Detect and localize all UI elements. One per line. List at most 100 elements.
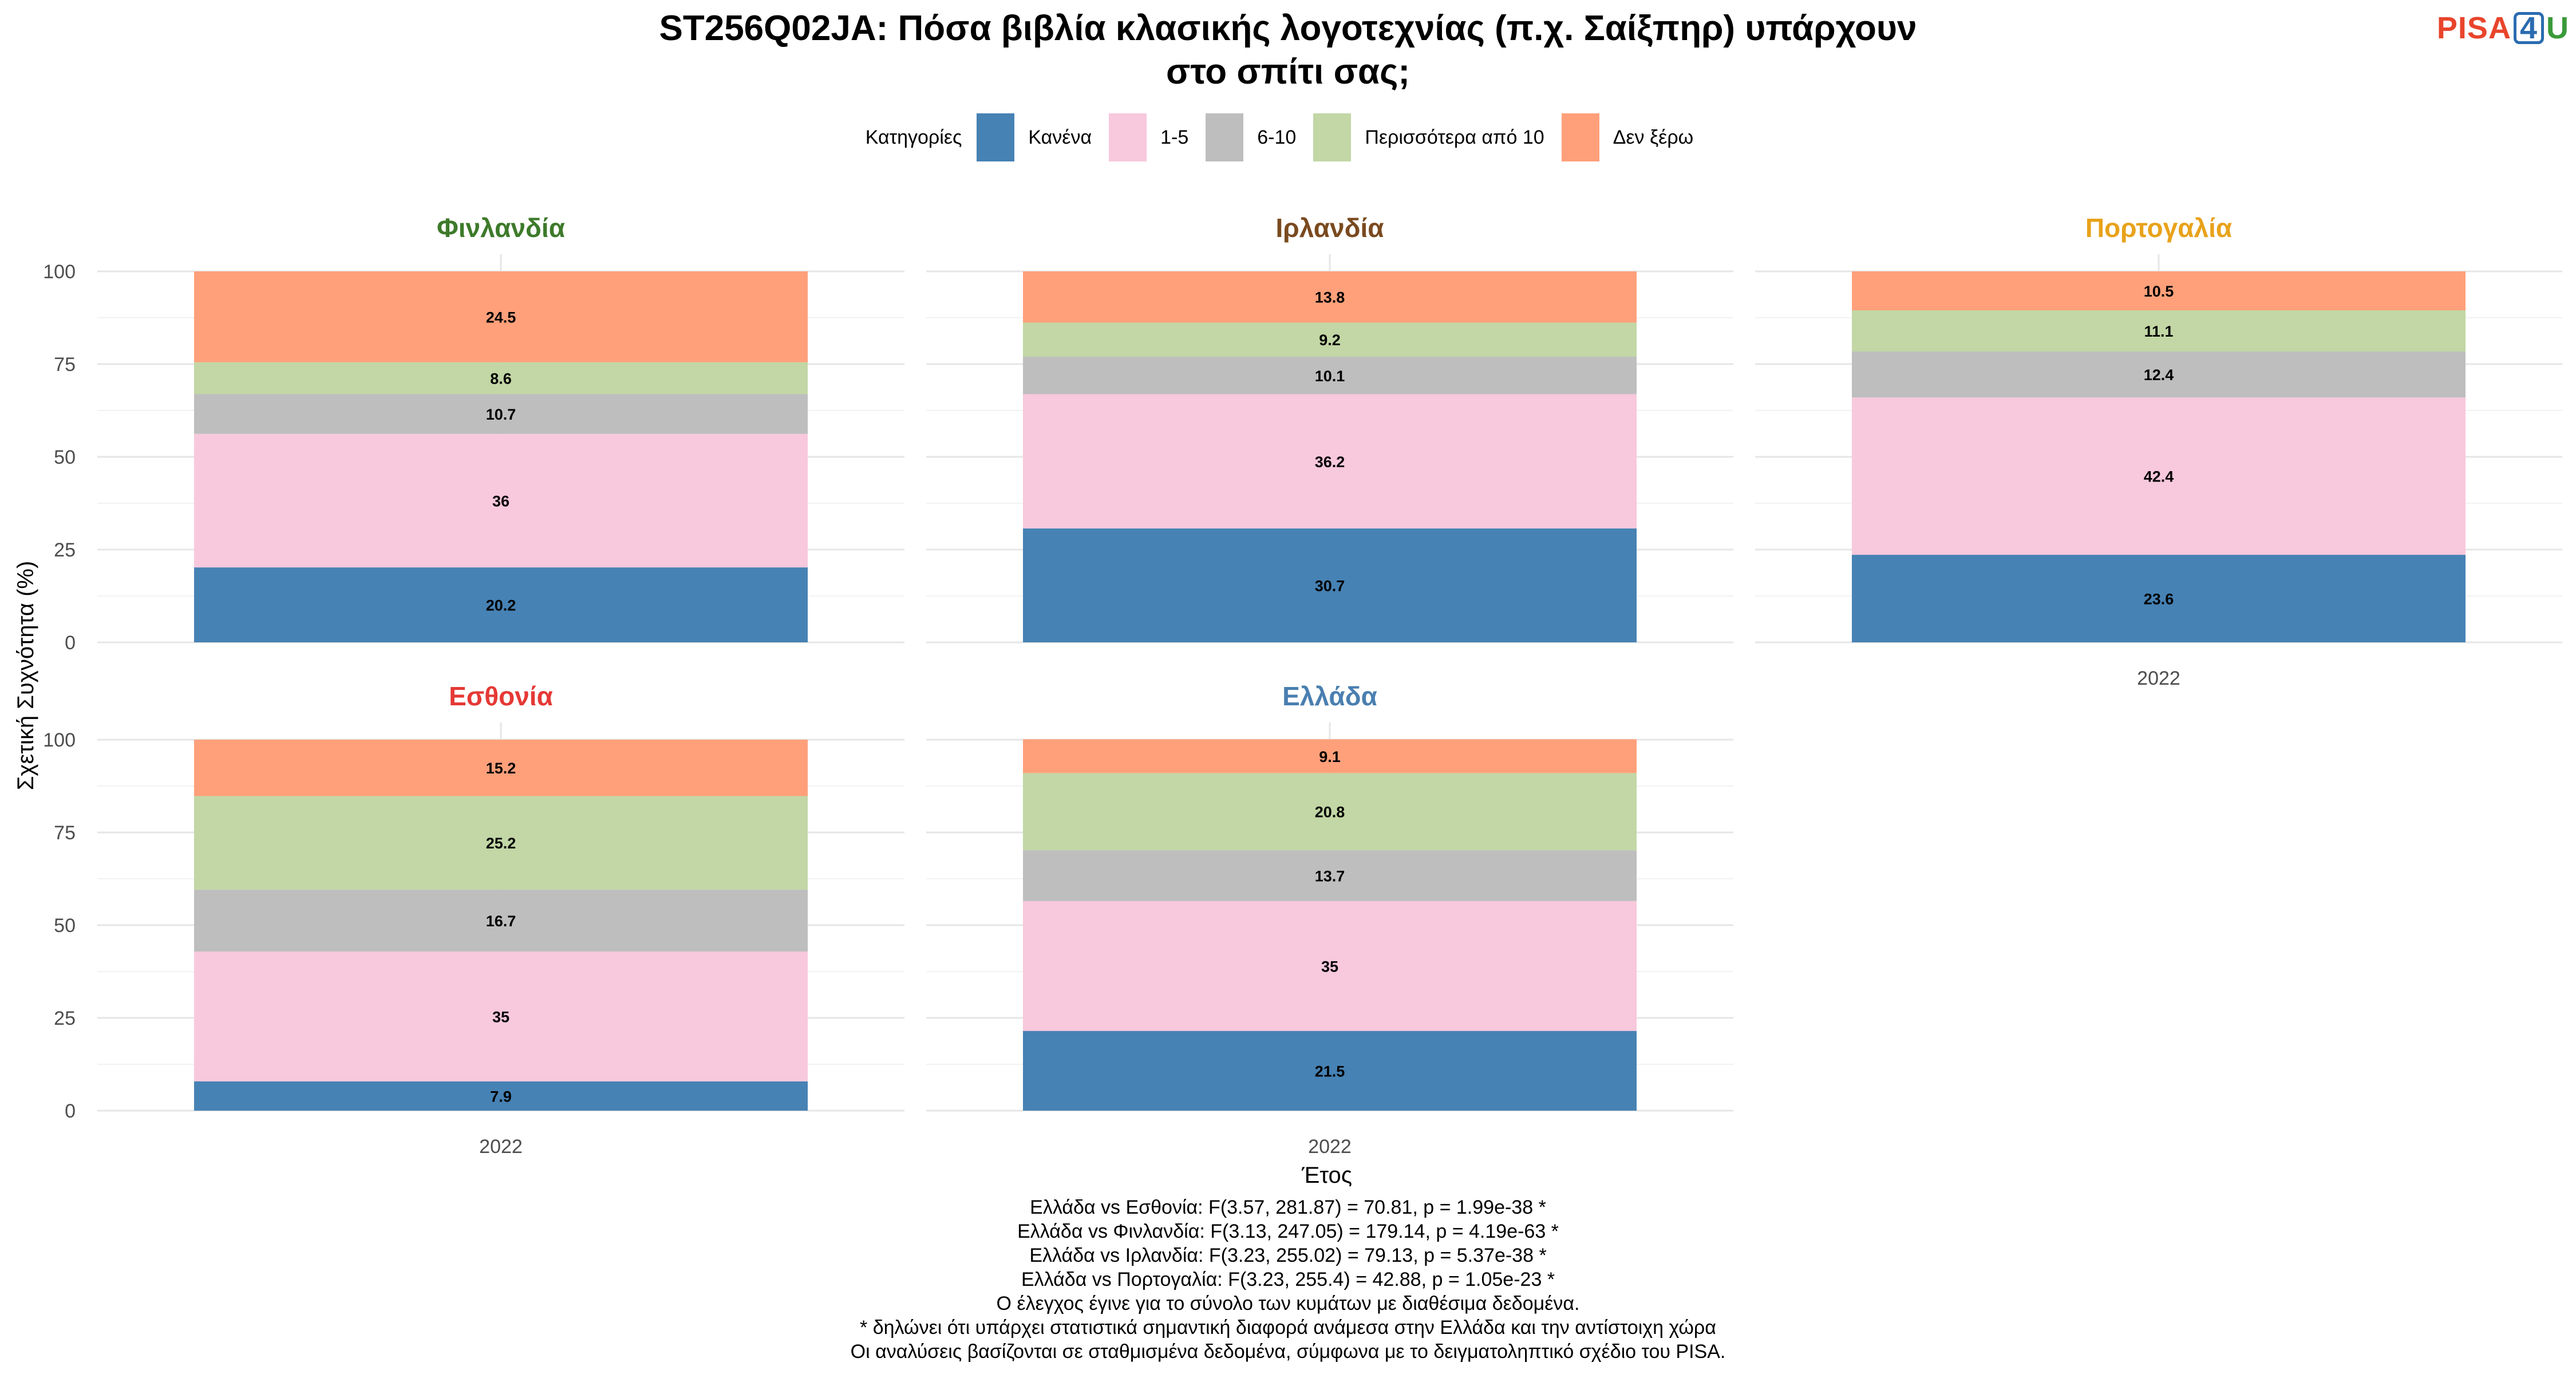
data-label-1-5: 35 <box>492 1008 509 1025</box>
panel-title-estonia: Εσθονία <box>449 681 553 711</box>
logo-part-1: PISA <box>2436 11 2511 45</box>
data-label-none: 20.2 <box>486 597 516 614</box>
panel-title-ireland: Ιρλανδία <box>1275 213 1384 243</box>
panel-finland: Φινλανδία 0 25 50 75 100 20.2 36 10.7 8.6 24.5 <box>43 213 904 654</box>
y-tick-label: 0 <box>65 1100 76 1122</box>
data-label-more-than-10: 8.6 <box>490 370 512 388</box>
data-label-dont-know: 24.5 <box>486 309 516 326</box>
chart-title-line-2: στο σπίτι σας; <box>1165 52 1411 92</box>
bar-segment-more-than-10 <box>1852 310 2466 352</box>
data-label-1-5: 35 <box>1321 958 1338 975</box>
data-label-none: 7.9 <box>490 1088 512 1105</box>
legend-swatch-none <box>977 113 1015 161</box>
data-label-none: 21.5 <box>1315 1063 1345 1080</box>
bar-segment-6-10 <box>1852 351 2466 398</box>
y-tick-label: 100 <box>43 261 76 283</box>
legend-swatch-1-5 <box>1109 113 1147 161</box>
chart-legend: Κατηγορίες Κανένα 1-5 6-10 Περισσότερα α… <box>0 113 2576 161</box>
data-label-none: 23.6 <box>2144 591 2174 608</box>
bar-segment-none <box>194 1081 808 1111</box>
chart-title-line-1: ST256Q02JA: Πόσα βιβλία κλασικής λογοτεχ… <box>659 9 1917 48</box>
data-label-6-10: 13.7 <box>1315 867 1345 885</box>
data-label-none: 30.7 <box>1315 578 1345 595</box>
y-tick-label: 0 <box>65 632 76 654</box>
legend-label-1-5: 1-5 <box>1160 126 1189 148</box>
chart-title: ST256Q02JA: Πόσα βιβλία κλασικής λογοτεχ… <box>0 7 2576 94</box>
bar-segment-dont-know <box>194 271 808 362</box>
bar-segment-1-5 <box>194 433 808 568</box>
footnote-finland-test: Ελλάδα vs Φινλανδία: F(3.13, 247.05) = 1… <box>1017 1221 1559 1242</box>
legend-item-6-10: 6-10 <box>1206 113 1296 161</box>
data-label-dont-know: 10.5 <box>2144 283 2174 300</box>
pisa4u-logo: PISA 4 U <box>2437 8 2569 48</box>
bar-segment-dont-know <box>194 740 808 796</box>
bar-segment-more-than-10 <box>194 796 808 890</box>
legend-swatch-more-than-10 <box>1313 113 1352 161</box>
y-axis-title: Σχετική Συχνότητα (%) <box>13 561 38 791</box>
bar-segment-none <box>1023 1030 1637 1111</box>
panel-title-greece: Ελλάδα <box>1282 681 1377 711</box>
bar-segment-more-than-10 <box>1023 322 1637 357</box>
legend-item-dont-know: Δεν ξέρω <box>1561 113 1694 161</box>
legend-swatch-6-10 <box>1206 113 1244 161</box>
footnote-significance: * δηλώνει ότι υπάρχει στατιστικά σημαντι… <box>860 1317 1716 1339</box>
y-tick-label: 75 <box>54 822 76 844</box>
footnote-estonia-test: Ελλάδα vs Εσθονία: F(3.57, 281.87) = 70.… <box>1030 1197 1546 1218</box>
logo-part-3: U <box>2546 11 2569 45</box>
legend-item-more-than-10: Περισσότερα από 10 <box>1313 113 1544 161</box>
panel-portugal: Πορτογαλία 23.6 42.4 12.4 11.1 10.5 2022 <box>1755 213 2562 689</box>
data-label-more-than-10: 20.8 <box>1315 804 1345 821</box>
y-tick-label: 75 <box>54 354 76 376</box>
legend-label-6-10: 6-10 <box>1257 126 1297 148</box>
legend-swatch-dont-know <box>1561 113 1599 161</box>
footnote-weighting: Οι αναλύσεις βασίζονται σε σταθμισμένα δ… <box>850 1341 1726 1363</box>
data-label-6-10: 12.4 <box>2144 366 2174 384</box>
data-label-dont-know: 13.8 <box>1315 289 1345 306</box>
legend-item-1-5: 1-5 <box>1109 113 1188 161</box>
bar-segment-6-10 <box>1023 850 1637 901</box>
legend-label-more-than-10: Περισσότερα από 10 <box>1365 126 1544 148</box>
logo-part-2: 4 <box>2513 12 2544 44</box>
data-label-1-5: 36.2 <box>1315 453 1345 471</box>
bar-segment-dont-know <box>1852 271 2466 311</box>
data-label-6-10: 10.1 <box>1315 368 1345 385</box>
footnote-portugal-test: Ελλάδα vs Πορτογαλία: F(3.23, 255.4) = 4… <box>1021 1269 1555 1290</box>
data-label-1-5: 42.4 <box>2144 468 2174 485</box>
panels-layer: Φινλανδία 0 25 50 75 100 20.2 36 10.7 8.6 24.5 Ιρλα… <box>43 213 2562 1158</box>
y-tick-label: 25 <box>54 539 76 561</box>
legend-title: Κατηγορίες <box>865 126 962 148</box>
legend-label-dont-know: Δεν ξέρω <box>1613 126 1694 148</box>
bar-segment-none <box>1852 555 2466 642</box>
x-axis-title: Έτος <box>1301 1163 1352 1188</box>
x-tick-label: 2022 <box>479 1136 523 1158</box>
legend-item-none: Κανένα <box>977 113 1092 161</box>
bar-segment-dont-know <box>1023 739 1637 773</box>
data-label-1-5: 36 <box>492 492 509 510</box>
x-tick-label: 2022 <box>1308 1136 1352 1158</box>
footnotes: Ελλάδα vs Εσθονία: F(3.57, 281.87) = 70.… <box>0 1195 2576 1364</box>
bar-segment-none <box>1023 528 1637 642</box>
bar-segment-1-5 <box>1023 901 1637 1031</box>
panel-title-finland: Φινλανδία <box>437 213 565 243</box>
data-label-more-than-10: 9.2 <box>1319 331 1341 349</box>
y-tick-label: 50 <box>54 915 76 937</box>
data-label-dont-know: 15.2 <box>486 760 516 777</box>
data-label-6-10: 10.7 <box>486 406 516 423</box>
bar-segment-6-10 <box>194 394 808 434</box>
bar-segment-1-5 <box>194 951 808 1081</box>
bar-segment-6-10 <box>1023 357 1637 394</box>
bar-segment-more-than-10 <box>1023 773 1637 851</box>
y-tick-label: 100 <box>43 729 76 751</box>
bar-segment-dont-know <box>1023 271 1637 323</box>
footnote-test-scope: Ο έλεγχος έγινε για το σύνολο των κυμάτω… <box>996 1293 1580 1314</box>
panel-estonia: Εσθονία 0 25 50 75 100 7.9 35 16.7 25.2 15.2 2022 <box>43 681 904 1158</box>
data-label-more-than-10: 11.1 <box>2144 323 2173 340</box>
y-tick-label: 25 <box>54 1008 76 1029</box>
bar-segment-1-5 <box>1023 394 1637 529</box>
footnote-ireland-test: Ελλάδα vs Ιρλανδία: F(3.23, 255.02) = 79… <box>1029 1245 1547 1266</box>
panel-greece: Ελλάδα 21.5 35 13.7 20.8 9.1 2022 <box>926 681 1733 1158</box>
panel-title-portugal: Πορτογαλία <box>2085 213 2232 243</box>
bar-segment-none <box>194 567 808 642</box>
legend-label-none: Κανένα <box>1028 126 1092 148</box>
